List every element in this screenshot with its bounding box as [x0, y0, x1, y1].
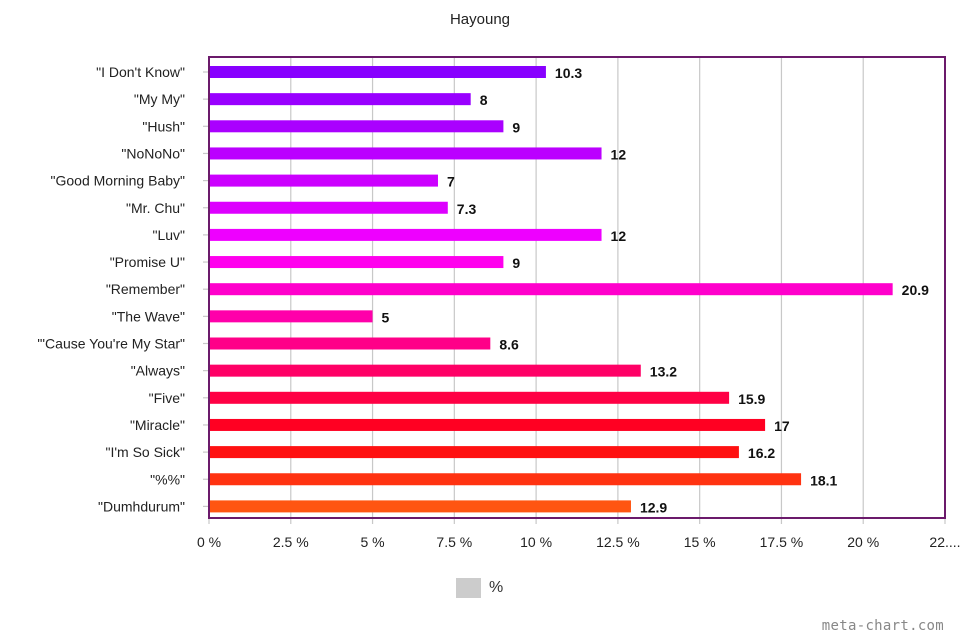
- bar[interactable]: [210, 256, 504, 269]
- data-label: 15.9: [738, 391, 765, 407]
- bar[interactable]: [210, 473, 802, 486]
- data-label: 7: [447, 174, 455, 190]
- bar[interactable]: [210, 174, 438, 187]
- bar[interactable]: [210, 337, 491, 350]
- x-tick-label: 7.5 %: [436, 534, 472, 550]
- x-tick-label: 5 %: [360, 534, 384, 550]
- data-label: 12: [611, 228, 627, 244]
- data-label: 12: [611, 146, 627, 162]
- data-label: 20.9: [902, 282, 929, 298]
- category-label: "Promise U": [110, 254, 185, 270]
- category-label: "NoNoNo": [121, 145, 185, 161]
- data-label: 7.3: [457, 201, 477, 217]
- category-label: "Always": [131, 363, 185, 379]
- data-label: 8: [480, 92, 488, 108]
- data-label: 13.2: [650, 364, 677, 380]
- legend-swatch: [456, 578, 481, 598]
- plot-frame: [208, 56, 946, 519]
- bar[interactable]: [210, 283, 893, 296]
- category-label: "Luv": [152, 227, 185, 243]
- x-tick-label: 22....: [929, 534, 960, 550]
- x-tick-label: 17.5 %: [760, 534, 804, 550]
- x-tick-label: 20 %: [847, 534, 879, 550]
- bar[interactable]: [210, 66, 546, 78]
- data-label: 18.1: [810, 472, 837, 488]
- x-tick-label: 10 %: [520, 534, 552, 550]
- category-label: "Hush": [142, 118, 185, 134]
- data-label: 16.2: [748, 445, 775, 461]
- category-label: "Five": [149, 390, 185, 406]
- x-axis-tick-labels: 0 % 2.5 % 5 % 7.5 % 10 % 12.5 % 15 % 17.5 % 20 %…: [197, 534, 960, 550]
- data-label: 12.9: [640, 499, 667, 515]
- data-label: 10.3: [555, 65, 582, 81]
- bar[interactable]: [210, 391, 730, 404]
- category-label: "%%": [150, 471, 185, 487]
- bar[interactable]: [210, 93, 471, 106]
- bar[interactable]: [210, 201, 448, 214]
- bar[interactable]: [210, 446, 739, 459]
- category-label: "Good Morning Baby": [51, 173, 185, 189]
- x-tick-label: 12.5 %: [596, 534, 640, 550]
- data-label: 8.6: [499, 337, 519, 353]
- data-label: 9: [512, 119, 520, 135]
- category-label: "Remember": [106, 281, 185, 297]
- legend[interactable]: %: [456, 578, 503, 598]
- category-label: "'Cause You're My Star": [37, 336, 185, 352]
- bar[interactable]: [210, 418, 766, 431]
- category-label: "The Wave": [112, 308, 185, 324]
- data-labels: 10.3 8 9 12 77.3 12 9 20.9 5 8.6 13.2 15.9 17 16.2 18.…: [382, 65, 930, 515]
- bar[interactable]: [210, 310, 373, 323]
- bar[interactable]: [210, 364, 641, 377]
- category-label: "Miracle": [130, 417, 185, 433]
- x-tick-label: 0 %: [197, 534, 221, 550]
- category-label: "I Don't Know": [96, 64, 185, 80]
- bar[interactable]: [210, 228, 602, 241]
- bars: [210, 66, 893, 513]
- legend-label: %: [489, 579, 504, 596]
- data-label: 9: [512, 255, 520, 271]
- category-label: "My My": [134, 91, 185, 107]
- data-label: 17: [774, 418, 790, 434]
- category-label: "Mr. Chu": [126, 200, 185, 216]
- bar[interactable]: [210, 500, 631, 513]
- chart-title: Hayoung: [449, 11, 511, 28]
- category-label: "I'm So Sick": [105, 444, 185, 460]
- category-labels: "I Don't Know" "My My" "Hush" "NoNoNo" "Good…: [37, 64, 185, 514]
- data-label: 5: [382, 309, 390, 325]
- bar[interactable]: [210, 120, 504, 133]
- x-tick-label: 15 %: [684, 534, 716, 550]
- x-tick-label: 2.5 %: [273, 534, 309, 550]
- category-label: "Dumhdurum": [98, 498, 185, 514]
- bar[interactable]: [210, 147, 602, 160]
- watermark: meta-chart.com: [821, 618, 944, 634]
